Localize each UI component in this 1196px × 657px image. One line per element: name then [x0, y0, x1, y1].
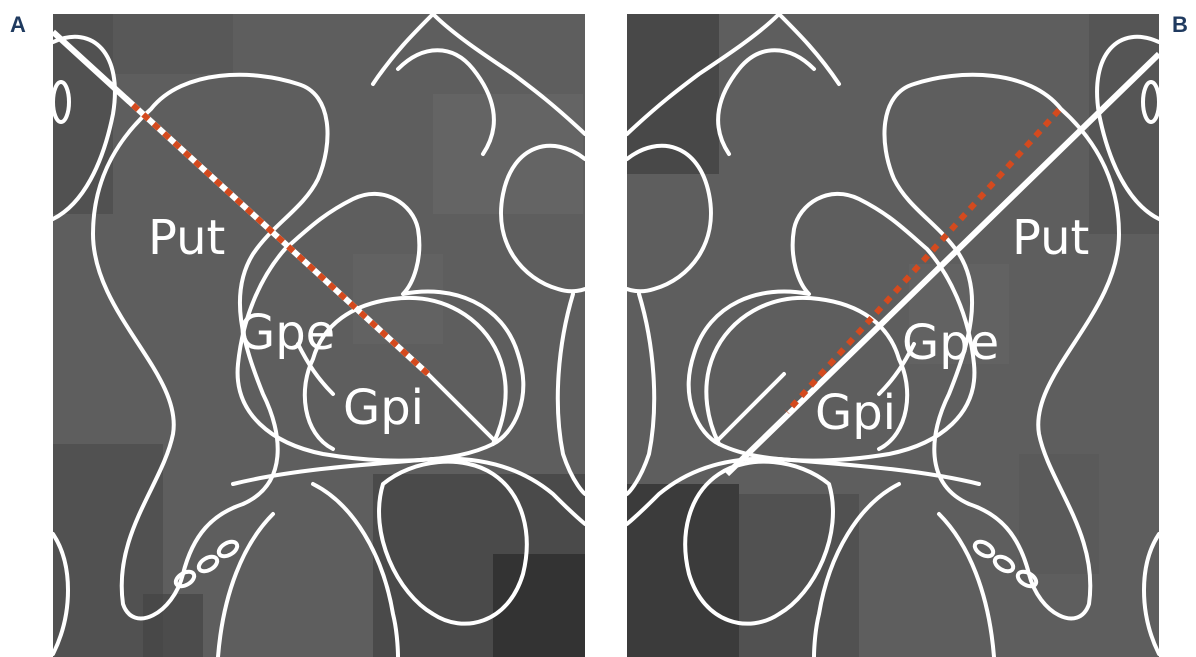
outline-gpi: [302, 295, 508, 451]
panel-b-outlines: [627, 14, 1159, 657]
outline-oval-1: [173, 569, 197, 589]
label-gpi: Gpi: [343, 380, 424, 436]
outline-top-right: [371, 14, 585, 156]
panel-b-diagram: Put Gpe Gpi: [627, 14, 1159, 657]
label-gpe: Gpe: [902, 315, 999, 371]
outline-putamen: [91, 72, 330, 621]
label-gpi: Gpi: [815, 385, 896, 441]
outline-oval-3: [216, 539, 240, 559]
trajectory-a: [53, 29, 431, 377]
outline-trajectory-tail: [426, 372, 498, 444]
outline-left-lobe: [53, 34, 117, 221]
panel-a-outlines: [53, 14, 585, 657]
panel-b-letter: B: [1172, 12, 1188, 37]
outline-oval-2: [196, 554, 220, 574]
label-put: Put: [148, 210, 225, 266]
label-put: Put: [1012, 210, 1089, 266]
label-gpe: Gpe: [238, 305, 335, 361]
panel-b: Put Gpe Gpi: [627, 14, 1159, 657]
outline-small-oval: [53, 80, 71, 124]
outline-bottom-right: [377, 459, 529, 626]
trajectory-b: [724, 51, 1159, 477]
outline-right-nucleus: [499, 143, 585, 294]
outline-ventral: [216, 456, 585, 657]
outline-right-edge: [555, 292, 585, 496]
outline-gpe: [235, 191, 526, 463]
panel-a-diagram: Put Gpe Gpi: [53, 14, 585, 657]
mri-background: [627, 14, 1159, 657]
panel-a: Put Gpe Gpi: [53, 14, 585, 657]
panel-a-letter: A: [10, 12, 26, 37]
outline-bottom-left: [53, 532, 70, 656]
outline-inner-tail: [296, 342, 335, 396]
